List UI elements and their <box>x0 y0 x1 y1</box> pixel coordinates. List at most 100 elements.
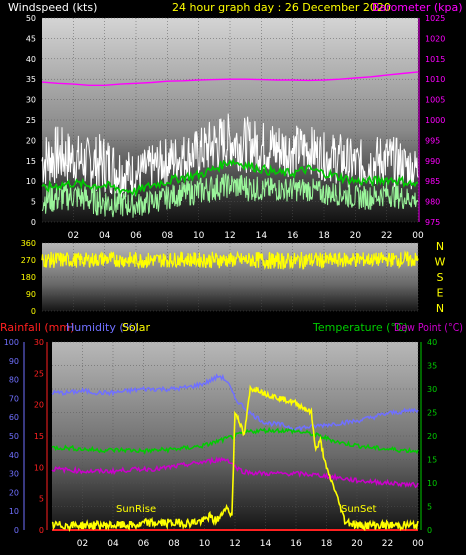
y-tick-label: 90 <box>26 290 36 299</box>
y-tick-label: 50 <box>26 14 36 23</box>
x-tick-label: 12 <box>224 231 235 241</box>
humidity-series <box>51 373 419 432</box>
x-tick-label: 00 <box>412 539 424 549</box>
x-ticks: 02 04 06 08 10 12 14 16 18 20 22 00 <box>77 539 424 549</box>
y-tick-label: 10 <box>427 479 437 488</box>
y-tick-label: 80 <box>9 376 19 385</box>
y-tick-label: 10 <box>34 463 44 472</box>
y-right-ticks: 975 980 985 990 995 1000 1005 1010 1015 1020 1025 <box>418 14 445 227</box>
compass-label: W <box>435 256 446 269</box>
y-tick-label: 0 <box>14 526 19 535</box>
rain-humidity-temp-panel: 0 10 20 30 40 50 60 70 80 90 100 0 5 10 15 20 25 30 0 5 10… <box>4 338 437 549</box>
rainfall-axis-label: Rainfall (mm) <box>0 321 74 334</box>
y-tick-label: 360 <box>21 239 36 248</box>
x-tick-label: 16 <box>287 231 299 241</box>
barometer-axis-label: Barometer (kpa) <box>372 1 463 14</box>
y-tick-label: 40 <box>26 55 36 64</box>
y-tick-label: 980 <box>425 198 440 207</box>
x-tick-label: 18 <box>321 539 333 549</box>
y-tick-label: 20 <box>427 432 437 441</box>
x-tick-label: 06 <box>138 539 150 549</box>
y-tick-label: 15 <box>34 432 44 441</box>
y-tick-label: 1010 <box>425 75 445 84</box>
y-tick-label: 985 <box>425 177 440 186</box>
y-tick-label: 30 <box>9 470 19 479</box>
y-tick-label: 35 <box>26 75 36 84</box>
y-tick-label: 990 <box>425 157 440 166</box>
y-tick-label: 45 <box>26 34 36 43</box>
barometer-series <box>41 71 419 86</box>
y-tick-label: 975 <box>425 218 440 227</box>
solar-axis-label: Solar <box>122 321 151 334</box>
y-left-ticks: 0 90 180 270 360 <box>21 239 36 316</box>
y-tick-label: 10 <box>9 507 19 516</box>
x-tick-label: 06 <box>130 231 142 241</box>
y-tick-label: 1025 <box>425 14 445 23</box>
x-tick-label: 18 <box>318 231 330 241</box>
x-tick-label: 04 <box>99 231 111 241</box>
y-tick-label: 180 <box>21 273 36 282</box>
x-tick-label: 02 <box>68 231 79 241</box>
y-tick-label: 15 <box>427 456 437 465</box>
x-tick-label: 10 <box>193 231 205 241</box>
grid <box>42 17 419 223</box>
wind-axis-label: Windspeed (kts) <box>8 1 97 14</box>
y-tick-label: 5 <box>31 198 36 207</box>
sunrise-label: SunRise <box>116 504 156 515</box>
y-tick-label: 25 <box>26 116 36 125</box>
series-layer <box>41 71 419 218</box>
y-tick-label: 10 <box>26 177 36 186</box>
compass-label: E <box>437 287 444 300</box>
x-tick-label: 20 <box>351 539 363 549</box>
dewpoint-axis-label: Dew Point (°C) <box>394 321 463 334</box>
average-wind-series <box>41 173 419 218</box>
chart-title: 24 hour graph day : 26 December 2020 <box>172 1 391 14</box>
x-tick-label: 10 <box>199 539 211 549</box>
y-tick-label: 40 <box>9 451 19 460</box>
y-tick-label: 0 <box>31 307 36 316</box>
y-right-ticks: 0 5 10 15 20 25 30 35 40 <box>420 338 437 535</box>
x-tick-label: 04 <box>107 539 119 549</box>
gust-series <box>41 113 419 198</box>
y-humidity-ticks: 0 10 20 30 40 50 60 70 80 90 100 <box>4 338 25 535</box>
y-tick-label: 60 <box>9 413 19 422</box>
x-tick-label: 16 <box>290 539 302 549</box>
x-tick-label: 08 <box>168 539 180 549</box>
y-tick-label: 30 <box>34 338 44 347</box>
series-layer <box>41 250 419 271</box>
humidity-axis-label: Humidity (%) <box>66 321 138 334</box>
y-tick-label: 15 <box>26 157 36 166</box>
x-tick-label: 00 <box>412 231 424 241</box>
dewpoint-series <box>51 456 419 489</box>
y-tick-label: 25 <box>34 369 44 378</box>
solar-series <box>51 384 419 532</box>
y-tick-label: 5 <box>427 503 432 512</box>
y-tick-label: 995 <box>425 136 440 145</box>
y-tick-label: 0 <box>31 218 36 227</box>
y-tick-label: 30 <box>26 96 36 105</box>
compass-label: N <box>436 302 444 315</box>
compass-label: S <box>437 271 444 284</box>
wind-trend-series <box>41 158 419 198</box>
y-tick-label: 30 <box>427 385 437 394</box>
y-tick-label: 90 <box>9 357 19 366</box>
y-tick-label: 35 <box>427 362 437 371</box>
temp-series <box>51 426 419 455</box>
y-tick-label: 1020 <box>425 34 445 43</box>
y-tick-label: 1000 <box>425 116 445 125</box>
x-tick-label: 08 <box>162 231 174 241</box>
x-tick-label: 20 <box>350 231 362 241</box>
x-tick-label: 22 <box>382 539 393 549</box>
y-tick-label: 5 <box>39 495 44 504</box>
y-tick-label: 100 <box>4 338 19 347</box>
grid <box>42 242 419 312</box>
y-tick-label: 20 <box>9 488 19 497</box>
y-tick-label: 20 <box>34 401 44 410</box>
x-tick-label: 22 <box>381 231 392 241</box>
y-tick-label: 0 <box>427 526 432 535</box>
x-ticks: 02 04 06 08 10 12 14 16 18 20 22 00 <box>68 231 424 241</box>
